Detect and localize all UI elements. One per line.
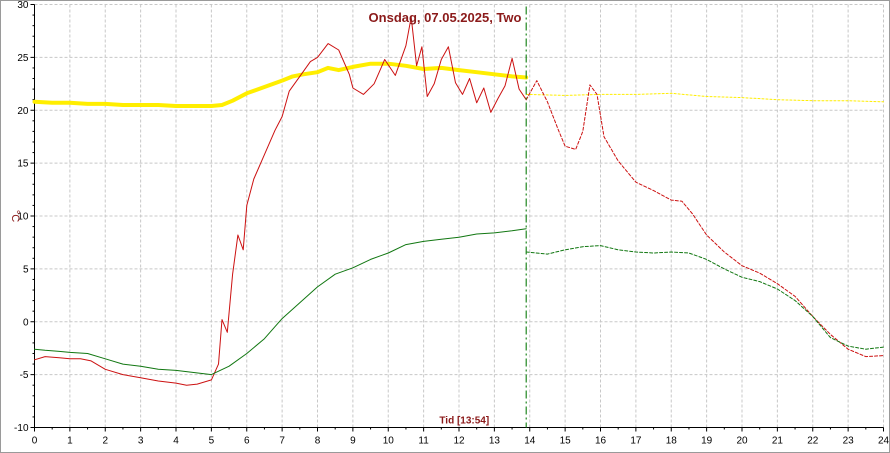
x-tick-label: 14 xyxy=(524,436,536,447)
y-tick-label: 25 xyxy=(17,53,29,64)
series-line-2 xyxy=(34,16,527,386)
x-tick-label: 19 xyxy=(701,436,713,447)
x-tick-label: 17 xyxy=(630,436,642,447)
y-tick-label: 10 xyxy=(17,212,29,223)
y-tick-label: 15 xyxy=(17,159,29,170)
series-line-4 xyxy=(34,228,527,376)
x-tick-label: 16 xyxy=(595,436,607,447)
y-axis-label: °C xyxy=(9,210,21,222)
x-tick-label: 15 xyxy=(560,436,572,447)
x-tick-label: 11 xyxy=(418,436,429,447)
series-line-1-forecast xyxy=(525,92,884,103)
y-tick-label: 30 xyxy=(17,0,29,11)
x-tick-label: 21 xyxy=(772,436,784,447)
x-tick-label: 5 xyxy=(209,436,215,447)
x-tick-label: 8 xyxy=(315,436,321,447)
tick-labels: 0 1 2 3 4 5 6 7 8 9 10 11 12 13 14 15 16 17 18 19 20 21 22 23 24… xyxy=(14,0,889,447)
x-tick-label: 4 xyxy=(173,436,179,447)
x-tick-label: 9 xyxy=(350,436,356,447)
x-tick-label: 18 xyxy=(666,436,678,447)
y-tick-label: 5 xyxy=(23,264,29,275)
x-tick-label: 13 xyxy=(489,436,501,447)
x-tick-label: 20 xyxy=(736,436,748,447)
x-tick-label: 24 xyxy=(878,436,890,447)
x-tick-label: 23 xyxy=(843,436,855,447)
x-tick-label: 7 xyxy=(279,436,285,447)
series xyxy=(32,16,884,386)
x-tick-label: 10 xyxy=(383,436,395,447)
chart-title: Onsdag, 07.05.2025, Two xyxy=(369,10,522,25)
y-tick-label: -10 xyxy=(14,423,29,434)
series-line-3-forecast xyxy=(525,80,884,358)
x-tick-label: 1 xyxy=(67,436,73,447)
current-time-label: Tid [13:54] xyxy=(439,416,489,427)
x-tick-label: 3 xyxy=(138,436,144,447)
axes xyxy=(30,4,884,432)
x-tick-label: 12 xyxy=(453,436,465,447)
x-tick-label: 0 xyxy=(32,436,38,447)
y-tick-label: 20 xyxy=(17,106,29,117)
y-tick-label: -5 xyxy=(20,370,29,381)
series-line-5-forecast xyxy=(525,245,884,350)
x-tick-label: 6 xyxy=(244,436,250,447)
y-tick-label: 0 xyxy=(23,317,29,328)
x-tick-label: 22 xyxy=(807,436,819,447)
x-tick-label: 2 xyxy=(102,436,108,447)
